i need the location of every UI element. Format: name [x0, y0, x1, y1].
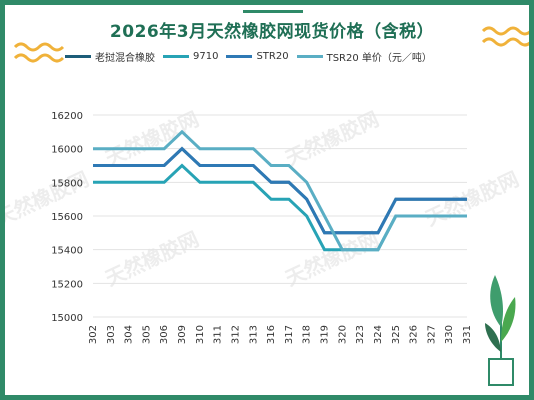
decorative-wave-top-right — [481, 26, 529, 47]
x-tick-label: 317 — [284, 325, 295, 344]
y-tick-label: 15600 — [51, 212, 83, 223]
x-tick-label: 305 — [141, 325, 152, 344]
x-tick-label: 310 — [195, 325, 206, 344]
x-tick-label: 330 — [444, 325, 455, 344]
legend-label: TSR20 单价（元／吨） — [326, 52, 432, 64]
x-tick-label: 327 — [426, 325, 437, 344]
chart-legend: 老挝混合橡胶 9710 STR20 TSR20 单价（元／吨） — [65, 47, 432, 65]
series-line-0 — [93, 146, 467, 235]
series-line-3 — [93, 129, 467, 252]
x-tick-label: 304 — [124, 325, 135, 344]
series-line-2 — [93, 146, 467, 235]
legend-swatch — [163, 54, 189, 58]
legend-item-laos: 老挝混合橡胶 — [65, 49, 155, 64]
watermark-text: 天然橡胶网 — [102, 227, 203, 291]
x-tick-label: 302 — [88, 325, 99, 344]
y-tick-label: 15400 — [51, 246, 83, 257]
y-tick-label: 15200 — [51, 279, 83, 290]
watermark-text: 天然橡胶网 — [282, 227, 383, 291]
decorative-wave-top-left — [13, 42, 65, 63]
legend-label: 老挝混合橡胶 — [95, 52, 155, 64]
x-tick-label: 318 — [302, 325, 313, 344]
x-tick-label: 325 — [391, 325, 402, 344]
legend-label: 9710 — [193, 50, 219, 62]
x-tick-label: 311 — [213, 325, 224, 344]
legend-swatch — [296, 54, 323, 58]
x-tick-label: 312 — [230, 325, 241, 344]
legend-swatch — [226, 54, 253, 58]
x-tick-label: 324 — [373, 325, 384, 344]
x-tick-label: 326 — [409, 325, 420, 344]
x-tick-label: 323 — [355, 325, 366, 344]
legend-item-tsr20: TSR20 单价（元／吨） — [296, 49, 432, 64]
x-tick-label: 320 — [337, 325, 348, 344]
chart-title: 2026年3月天然橡胶网现货价格（含税） — [109, 22, 435, 42]
series-line-1 — [93, 163, 467, 252]
x-tick-label: 316 — [266, 325, 277, 344]
y-tick-label: 15000 — [51, 313, 83, 324]
watermark-text: 天然橡胶网 — [282, 107, 383, 171]
legend-item-9710: 9710 — [163, 51, 218, 62]
y-tick-label: 15800 — [51, 178, 83, 189]
y-tick-label: 16000 — [51, 145, 83, 156]
x-tick-label: 331 — [462, 325, 473, 344]
decorative-plant — [485, 275, 516, 386]
x-tick-label: 313 — [248, 325, 259, 344]
y-tick-label: 16200 — [51, 111, 83, 122]
title-accent-bar — [243, 10, 303, 13]
x-tick-label: 309 — [177, 325, 188, 344]
x-tick-label: 319 — [320, 325, 331, 344]
legend-label: STR20 — [256, 50, 289, 62]
x-tick-label: 303 — [106, 325, 117, 344]
legend-item-str20: STR20 — [226, 50, 289, 62]
legend-swatch — [65, 54, 91, 58]
x-tick-label: 306 — [159, 325, 170, 344]
